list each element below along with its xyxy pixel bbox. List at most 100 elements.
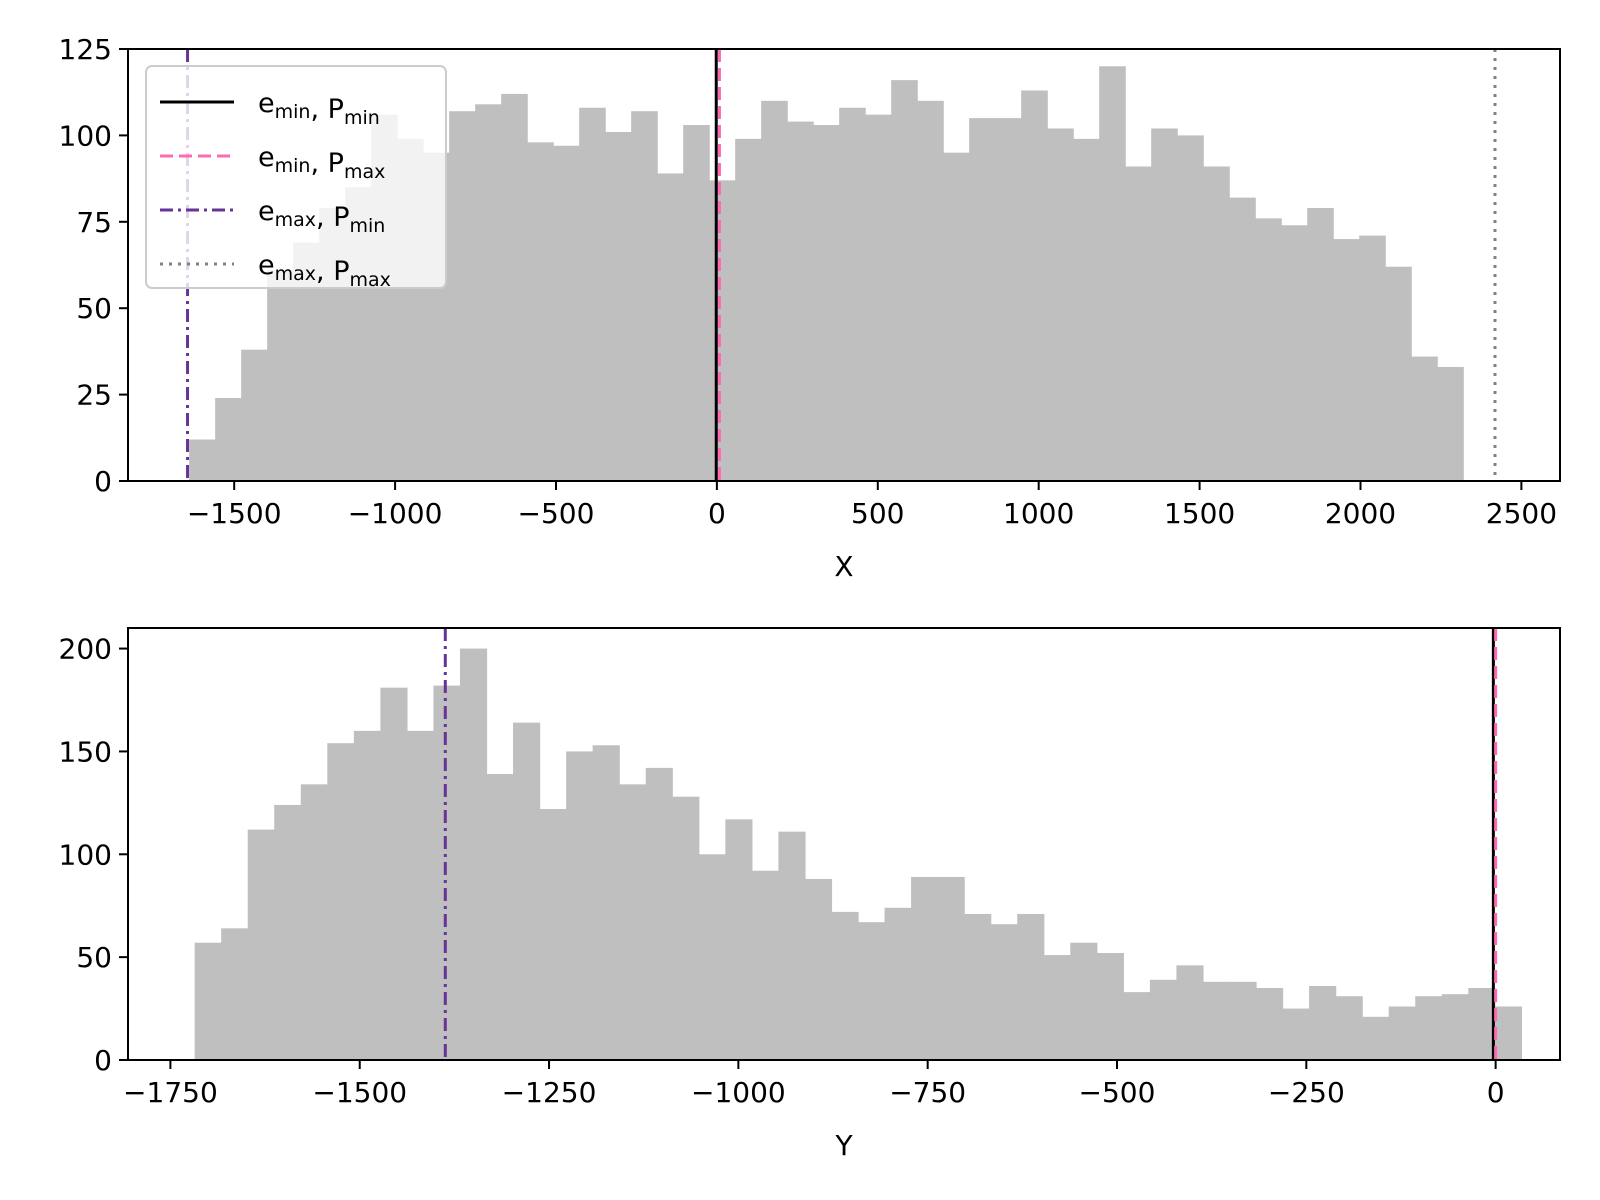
x-histogram-bar bbox=[787, 121, 814, 482]
x-histogram-bar bbox=[501, 93, 528, 481]
y-histogram-bar bbox=[1070, 942, 1098, 1060]
y-histogram-bar bbox=[300, 784, 328, 1060]
y-xtick-label: −1000 bbox=[691, 1076, 786, 1109]
y-histogram-bar bbox=[725, 819, 753, 1060]
x-xtick-label: 2000 bbox=[1325, 497, 1396, 530]
y-histogram-bar bbox=[592, 745, 620, 1060]
y-histogram-bar bbox=[1441, 994, 1469, 1060]
y-histogram-bar bbox=[406, 730, 435, 1060]
y-histogram-bar bbox=[1017, 913, 1045, 1060]
x-histogram-bar bbox=[1021, 90, 1048, 482]
y-ytick-label: 100 bbox=[59, 838, 112, 871]
y-histogram-bar bbox=[698, 854, 726, 1060]
x-axis-title: X bbox=[834, 550, 853, 583]
y-histogram-bar bbox=[194, 942, 222, 1060]
x-histogram-bar bbox=[1437, 366, 1464, 481]
y-xtick-label: −1500 bbox=[312, 1076, 407, 1109]
y-histogram-bar bbox=[1494, 1006, 1522, 1060]
y-histogram-bar bbox=[645, 767, 673, 1060]
legend: emin, Pmin emin, Pmax emax, Pmin emax, Pmax bbox=[145, 65, 447, 291]
y-histogram-bar bbox=[1282, 1008, 1310, 1060]
x-histogram-bar bbox=[1359, 235, 1386, 481]
y-histogram-bar bbox=[247, 829, 275, 1060]
y-reference-lines bbox=[443, 628, 1498, 1060]
y-histogram-bar bbox=[1229, 981, 1257, 1060]
x-histogram-bar bbox=[657, 173, 684, 481]
y-histogram-bar bbox=[1309, 985, 1337, 1060]
x-histogram-bar bbox=[189, 439, 216, 481]
y-histogram-bar bbox=[937, 876, 965, 1060]
legend-label: emin, Pmax bbox=[258, 142, 385, 183]
y-histogram-bar bbox=[539, 809, 567, 1060]
y-histogram-bar bbox=[1202, 981, 1231, 1060]
x-axes: −1500 −1000 −500 0 500 1000 1500 2000 2500 0 25 50 7… bbox=[59, 33, 1561, 530]
x-histogram-bar bbox=[1047, 128, 1074, 481]
y-histogram-bar bbox=[1335, 996, 1363, 1060]
x-histogram-bar bbox=[1385, 266, 1412, 481]
x-xtick-label: −1000 bbox=[348, 497, 443, 530]
y-histogram-bar bbox=[380, 687, 408, 1060]
y-axis-title: Y bbox=[834, 1129, 853, 1162]
x-xtick-label: 2500 bbox=[1486, 497, 1557, 530]
x-histogram-bar bbox=[267, 270, 294, 481]
y-histogram-bar bbox=[990, 924, 1018, 1060]
x-histogram-bar bbox=[1307, 207, 1334, 481]
y-xtick-label: −1750 bbox=[123, 1076, 218, 1109]
y-histogram-bar bbox=[1123, 992, 1151, 1060]
y-xtick-label: −1250 bbox=[502, 1076, 597, 1109]
y-histogram-bar bbox=[1256, 988, 1284, 1060]
y-histogram-bar bbox=[884, 907, 912, 1060]
y-histogram-bar bbox=[619, 784, 647, 1060]
y-histogram-bar bbox=[1362, 1016, 1390, 1060]
x-histogram-bar bbox=[813, 125, 840, 482]
x-histogram-bar bbox=[1177, 135, 1204, 481]
x-histogram-bar bbox=[943, 152, 970, 481]
x-ytick-label: 50 bbox=[76, 292, 112, 325]
x-ytick-label: 125 bbox=[59, 33, 112, 66]
x-histogram-bar bbox=[683, 125, 710, 482]
y-axes-frame bbox=[127, 627, 1561, 1061]
x-histogram-bar bbox=[1151, 128, 1178, 481]
x-histogram-bar bbox=[839, 107, 866, 481]
x-histogram-bar bbox=[1281, 225, 1308, 481]
y-histogram-bar bbox=[274, 804, 302, 1060]
y-histogram-bar bbox=[911, 876, 939, 1060]
x-xtick-label: −500 bbox=[518, 497, 595, 530]
x-histogram-bar bbox=[735, 138, 762, 481]
x-histogram-bar bbox=[1411, 356, 1438, 481]
y-axes: −1750 −1500 −1250 −1000 −750 −500 −250 0 0 50 100 1… bbox=[59, 627, 1561, 1109]
y-histogram-bar bbox=[1096, 953, 1124, 1060]
y-xtick-label: −500 bbox=[1079, 1076, 1156, 1109]
y-histogram-bar bbox=[486, 774, 514, 1060]
x-histogram-bar bbox=[1333, 239, 1360, 481]
x-histogram-bar bbox=[553, 145, 580, 481]
x-histogram-bar bbox=[1125, 166, 1152, 481]
x-histogram-bar bbox=[1255, 218, 1282, 481]
y-xtick-label: 0 bbox=[1487, 1076, 1505, 1109]
x-histogram-bar bbox=[709, 180, 736, 481]
y-histogram-bar bbox=[858, 922, 886, 1060]
x-ytick-label: 75 bbox=[76, 206, 112, 239]
x-histogram-bar bbox=[1099, 66, 1126, 481]
x-histogram-bar bbox=[1229, 197, 1256, 481]
legend-label: emax, Pmax bbox=[258, 250, 391, 291]
x-histogram-bar bbox=[995, 118, 1022, 482]
x-histogram-bar bbox=[605, 131, 632, 481]
x-histogram-bar bbox=[917, 100, 944, 481]
y-xtick-label: −250 bbox=[1268, 1076, 1345, 1109]
x-histogram-panel: −1500 −1000 −500 0 500 1000 1500 2000 2500 0 25 50 7… bbox=[59, 33, 1561, 583]
y-histogram-bar bbox=[1176, 965, 1204, 1060]
y-ytick-label: 50 bbox=[76, 941, 112, 974]
x-histogram-bar bbox=[215, 398, 242, 481]
y-histogram-bar bbox=[513, 722, 541, 1060]
y-histogram-bar bbox=[566, 751, 594, 1060]
x-histogram-bar bbox=[631, 111, 658, 481]
y-histogram-bar bbox=[804, 878, 833, 1060]
x-histogram-bar bbox=[449, 111, 476, 481]
x-xtick-label: 500 bbox=[851, 497, 904, 530]
x-xtick-label: 0 bbox=[708, 497, 726, 530]
x-histogram-bars bbox=[189, 66, 1464, 482]
y-histogram-bar bbox=[1415, 996, 1443, 1060]
y-histogram-bar bbox=[1149, 979, 1178, 1060]
